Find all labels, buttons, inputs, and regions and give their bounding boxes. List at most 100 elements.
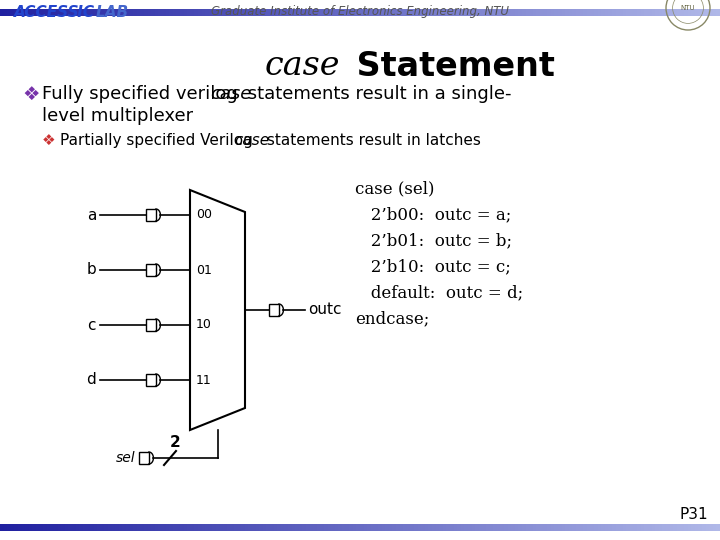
Bar bbox=[425, 9, 428, 16]
Bar bbox=[335, 524, 338, 531]
Bar bbox=[288, 9, 292, 16]
Bar bbox=[594, 9, 598, 16]
Bar bbox=[558, 524, 562, 531]
Bar bbox=[266, 9, 270, 16]
Text: Fully specified verilog: Fully specified verilog bbox=[42, 85, 243, 103]
Bar bbox=[677, 9, 680, 16]
Bar bbox=[594, 524, 598, 531]
Bar bbox=[533, 524, 536, 531]
Bar bbox=[18, 9, 22, 16]
Bar bbox=[436, 524, 439, 531]
Text: NTU: NTU bbox=[680, 5, 696, 11]
Bar bbox=[590, 524, 594, 531]
Bar bbox=[587, 9, 590, 16]
Text: ❖: ❖ bbox=[22, 85, 40, 104]
Bar bbox=[72, 9, 76, 16]
Bar bbox=[22, 9, 25, 16]
Bar bbox=[47, 524, 50, 531]
Bar bbox=[450, 9, 454, 16]
Bar bbox=[245, 524, 248, 531]
Bar bbox=[392, 524, 396, 531]
Bar bbox=[346, 524, 349, 531]
Bar bbox=[11, 9, 14, 16]
Text: case: case bbox=[210, 85, 251, 103]
Bar bbox=[342, 9, 346, 16]
Bar bbox=[317, 524, 320, 531]
Bar bbox=[94, 524, 97, 531]
Bar bbox=[641, 9, 644, 16]
Bar bbox=[389, 9, 392, 16]
Bar bbox=[36, 524, 40, 531]
Bar bbox=[104, 9, 108, 16]
Bar bbox=[677, 524, 680, 531]
Bar bbox=[11, 524, 14, 531]
Bar bbox=[634, 9, 637, 16]
Bar bbox=[367, 9, 371, 16]
Bar bbox=[446, 9, 450, 16]
Bar bbox=[263, 524, 266, 531]
Bar bbox=[191, 524, 194, 531]
Bar bbox=[238, 524, 241, 531]
Bar bbox=[439, 9, 443, 16]
Bar bbox=[540, 9, 544, 16]
Bar bbox=[122, 524, 126, 531]
Bar bbox=[414, 524, 418, 531]
Bar bbox=[146, 319, 156, 331]
Bar bbox=[119, 9, 122, 16]
Bar bbox=[540, 524, 544, 531]
Bar bbox=[180, 9, 184, 16]
Bar bbox=[587, 524, 590, 531]
Bar bbox=[25, 9, 29, 16]
Bar bbox=[270, 9, 274, 16]
Bar bbox=[76, 9, 79, 16]
Bar bbox=[508, 524, 511, 531]
Bar bbox=[194, 524, 198, 531]
Bar bbox=[601, 524, 605, 531]
Text: level multiplexer: level multiplexer bbox=[42, 107, 193, 125]
Bar bbox=[126, 524, 130, 531]
Bar bbox=[270, 524, 274, 531]
Bar bbox=[601, 9, 605, 16]
Bar bbox=[209, 9, 212, 16]
Bar bbox=[47, 9, 50, 16]
Bar bbox=[202, 524, 205, 531]
Bar bbox=[54, 524, 58, 531]
Bar bbox=[378, 9, 382, 16]
Bar bbox=[320, 9, 324, 16]
Bar bbox=[36, 9, 40, 16]
Text: 2: 2 bbox=[170, 435, 181, 450]
Text: Statement: Statement bbox=[345, 50, 555, 83]
Bar bbox=[146, 209, 156, 221]
Bar bbox=[54, 9, 58, 16]
Bar bbox=[202, 9, 205, 16]
Bar bbox=[90, 524, 94, 531]
Bar bbox=[252, 524, 256, 531]
Bar bbox=[139, 452, 149, 464]
Bar bbox=[277, 9, 281, 16]
Bar bbox=[626, 9, 630, 16]
Bar bbox=[648, 524, 652, 531]
Text: case: case bbox=[234, 133, 269, 148]
Bar bbox=[223, 9, 227, 16]
Bar bbox=[443, 9, 446, 16]
Bar bbox=[554, 524, 558, 531]
Bar bbox=[544, 524, 547, 531]
Bar bbox=[108, 524, 112, 531]
Bar bbox=[389, 524, 392, 531]
Bar bbox=[349, 524, 353, 531]
Bar bbox=[274, 9, 277, 16]
Bar bbox=[212, 9, 216, 16]
Bar bbox=[281, 9, 284, 16]
Bar bbox=[518, 9, 522, 16]
Bar bbox=[673, 9, 677, 16]
Bar bbox=[252, 9, 256, 16]
Bar bbox=[662, 524, 666, 531]
Bar bbox=[630, 524, 634, 531]
Bar bbox=[148, 524, 151, 531]
Bar bbox=[659, 524, 662, 531]
Bar bbox=[716, 9, 720, 16]
Bar bbox=[269, 304, 279, 316]
Bar bbox=[61, 524, 65, 531]
Bar bbox=[241, 9, 245, 16]
Bar bbox=[133, 524, 137, 531]
